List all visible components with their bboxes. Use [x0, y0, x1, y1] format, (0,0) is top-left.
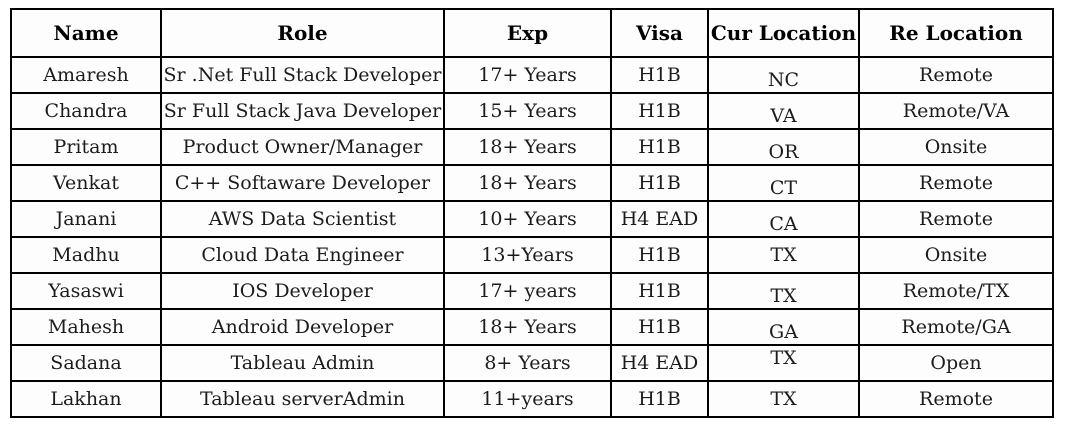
cell-visa: H1B — [610, 380, 709, 418]
cell-exp: 15+ Years — [443, 92, 612, 130]
cell-re-location: Remote/VA — [858, 92, 1054, 130]
cell-cur-location: TX — [707, 380, 860, 418]
cell-name: Mahesh — [10, 308, 162, 346]
cell-visa: H4 EAD — [610, 344, 709, 382]
cell-role: Product Owner/Manager — [160, 128, 445, 166]
cell-visa: H1B — [610, 308, 709, 346]
cell-re-location: Remote — [858, 200, 1054, 238]
table-row: Mahesh Android Developer 18+ Years H1B G… — [10, 308, 1054, 346]
cell-re-location: Onsite — [858, 128, 1054, 166]
cell-cur-location: VA — [707, 92, 860, 130]
cell-role: C++ Softaware Developer — [160, 164, 445, 202]
table-row: Madhu Cloud Data Engineer 13+Years H1B T… — [10, 236, 1054, 274]
table-row: Yasaswi IOS Developer 17+ years H1B TX R… — [10, 272, 1054, 310]
table-row: Venkat C++ Softaware Developer 18+ Years… — [10, 164, 1054, 202]
table-body: Amaresh Sr .Net Full Stack Developer 17+… — [10, 56, 1054, 418]
cell-name: Amaresh — [10, 56, 162, 94]
cell-cur-location: TX — [707, 272, 860, 310]
cell-cur-location: GA — [707, 308, 860, 346]
cell-visa: H1B — [610, 272, 709, 310]
cell-name: Yasaswi — [10, 272, 162, 310]
column-header-visa: Visa — [610, 8, 709, 58]
header-row: Name Role Exp Visa Cur Location Re Locat… — [10, 8, 1054, 58]
cell-exp: 18+ Years — [443, 164, 612, 202]
cell-re-location: Open — [858, 344, 1054, 382]
table-row: Lakhan Tableau serverAdmin 11+years H1B … — [10, 380, 1054, 418]
cell-exp: 17+ Years — [443, 56, 612, 94]
table-row: Sadana Tableau Admin 8+ Years H4 EAD TX … — [10, 344, 1054, 382]
cell-role: Sr Full Stack Java Developer — [160, 92, 445, 130]
cell-visa: H1B — [610, 164, 709, 202]
cell-name: Chandra — [10, 92, 162, 130]
cell-exp: 10+ Years — [443, 200, 612, 238]
cell-cur-location: NC — [707, 56, 860, 94]
cell-cur-location: CT — [707, 164, 860, 202]
cell-re-location: Remote/TX — [858, 272, 1054, 310]
cell-re-location: Remote — [858, 164, 1054, 202]
cell-re-location: Remote/GA — [858, 308, 1054, 346]
cell-re-location: Remote — [858, 56, 1054, 94]
column-header-name: Name — [10, 8, 162, 58]
column-header-role: Role — [160, 8, 445, 58]
cell-name: Madhu — [10, 236, 162, 274]
cell-re-location: Onsite — [858, 236, 1054, 274]
table-header: Name Role Exp Visa Cur Location Re Locat… — [10, 8, 1054, 58]
cell-visa: H1B — [610, 92, 709, 130]
column-header-cur-location: Cur Location — [707, 8, 860, 58]
table-row: Janani AWS Data Scientist 10+ Years H4 E… — [10, 200, 1054, 238]
cell-cur-location: TX — [707, 344, 860, 382]
cell-exp: 17+ years — [443, 272, 612, 310]
cell-exp: 8+ Years — [443, 344, 612, 382]
table-row: Pritam Product Owner/Manager 18+ Years H… — [10, 128, 1054, 166]
cell-role: Android Developer — [160, 308, 445, 346]
cell-role: Sr .Net Full Stack Developer — [160, 56, 445, 94]
cell-exp: 18+ Years — [443, 128, 612, 166]
column-header-re-location: Re Location — [858, 8, 1054, 58]
table-row: Amaresh Sr .Net Full Stack Developer 17+… — [10, 56, 1054, 94]
cell-name: Lakhan — [10, 380, 162, 418]
column-header-exp: Exp — [443, 8, 612, 58]
cell-exp: 11+years — [443, 380, 612, 418]
cell-visa: H1B — [610, 128, 709, 166]
cell-visa: H4 EAD — [610, 200, 709, 238]
cell-exp: 18+ Years — [443, 308, 612, 346]
cell-visa: H1B — [610, 56, 709, 94]
cell-name: Janani — [10, 200, 162, 238]
cell-cur-location: OR — [707, 128, 860, 166]
cell-re-location: Remote — [858, 380, 1054, 418]
cell-name: Pritam — [10, 128, 162, 166]
cell-cur-location: TX — [707, 236, 860, 274]
cell-role: IOS Developer — [160, 272, 445, 310]
cell-cur-location: CA — [707, 200, 860, 238]
candidates-table: Name Role Exp Visa Cur Location Re Locat… — [10, 8, 1054, 418]
cell-exp: 13+Years — [443, 236, 612, 274]
cell-role: AWS Data Scientist — [160, 200, 445, 238]
cell-visa: H1B — [610, 236, 709, 274]
cell-role: Cloud Data Engineer — [160, 236, 445, 274]
cell-role: Tableau Admin — [160, 344, 445, 382]
cell-name: Sadana — [10, 344, 162, 382]
cell-role: Tableau serverAdmin — [160, 380, 445, 418]
cell-name: Venkat — [10, 164, 162, 202]
table-row: Chandra Sr Full Stack Java Developer 15+… — [10, 92, 1054, 130]
